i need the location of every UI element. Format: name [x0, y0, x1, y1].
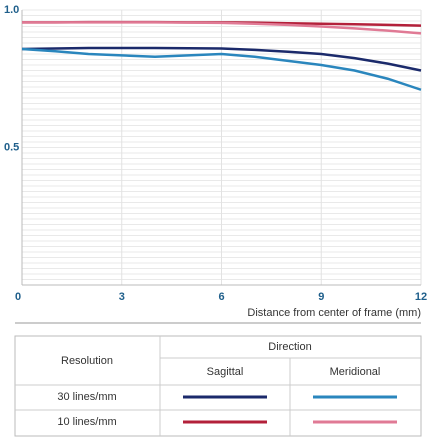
series-line: [22, 21, 422, 35]
x-tick-label: 12: [415, 291, 427, 303]
y-tick-label: 0.5: [4, 141, 19, 153]
series-line: [21, 46, 422, 72]
legend-column: Meridional: [330, 366, 381, 378]
x-axis-label: Distance from center of frame (mm): [247, 307, 421, 319]
legend-row: 30 lines/mm: [57, 391, 116, 403]
legend-table: [14, 335, 422, 437]
legend-column-header: Direction: [268, 341, 311, 353]
legend-row-header: Resolution: [61, 355, 113, 367]
y-tick-label: 1.0: [4, 4, 19, 16]
legend-column: Sagittal: [207, 366, 244, 378]
x-tick-label: 3: [119, 291, 125, 303]
x-tick-label: 0: [15, 291, 21, 303]
legend-row: 10 lines/mm: [57, 416, 116, 428]
x-tick-label: 9: [318, 291, 324, 303]
x-tick-label: 6: [218, 291, 224, 303]
series-line: [21, 47, 422, 91]
